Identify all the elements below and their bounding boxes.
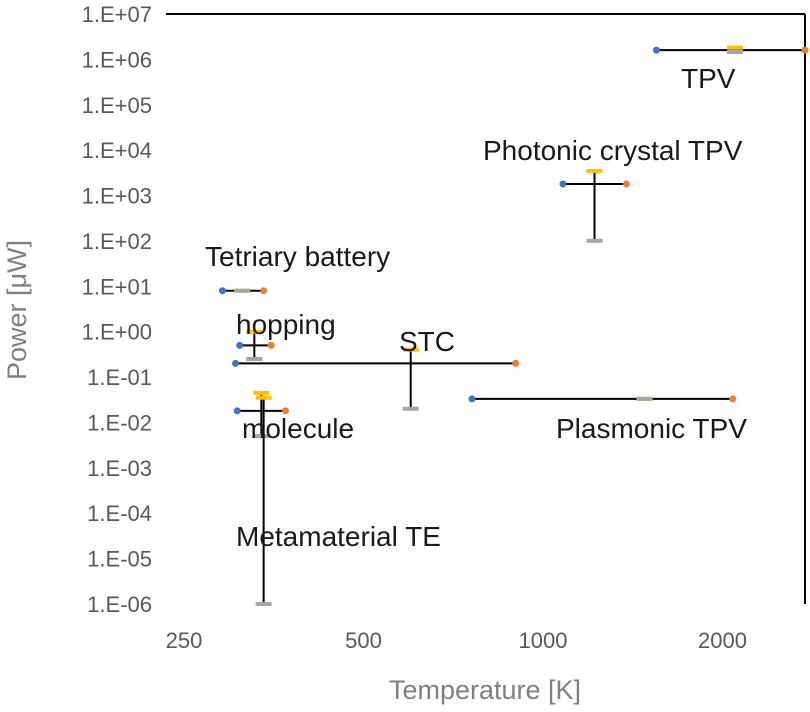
high-temperature-point — [260, 287, 268, 295]
x-tick-label: 500 — [345, 628, 382, 653]
low-temperature-point — [233, 407, 241, 415]
label-hopping: hopping — [236, 309, 336, 340]
label-tpv: TPV — [681, 63, 736, 94]
x-axis-tick-labels: 250 500 1000 2000 — [166, 628, 747, 653]
low-temperature-point — [653, 46, 661, 54]
y-tick-label: 1.E+04 — [82, 138, 152, 163]
x-tick-label: 2000 — [698, 628, 747, 653]
label-plasmonic-tpv: Plasmonic TPV — [556, 413, 747, 444]
series-photonic-crystal-tpv — [559, 168, 630, 243]
series-hopping — [236, 329, 275, 362]
technology-labels: TPV Photonic crystal TPV Tetriary battery h… — [205, 63, 747, 552]
high-temperature-point — [512, 359, 520, 367]
y-tick-label: 1.E-03 — [87, 456, 152, 481]
y-axis-title: Power [μW] — [2, 240, 32, 380]
series-metamaterial-te — [255, 395, 272, 606]
label-molecule: molecule — [242, 413, 354, 444]
y-tick-label: 1.E+02 — [82, 229, 152, 254]
y-tick-label: 1.E+07 — [82, 2, 152, 27]
high-temperature-point — [267, 341, 275, 349]
high-temperature-point — [622, 180, 630, 188]
plot-frame — [166, 13, 806, 604]
y-tick-label: 1.E+00 — [82, 320, 152, 345]
low-temperature-point — [559, 180, 567, 188]
high-temperature-point — [729, 395, 737, 403]
y-tick-label: 1.E+03 — [82, 184, 152, 209]
low-temperature-point — [236, 341, 244, 349]
x-axis-title: Temperature [K] — [389, 675, 581, 705]
y-axis-tick-labels: 1.E+07 1.E+06 1.E+05 1.E+04 1.E+03 1.E+02 1.E+… — [82, 2, 152, 617]
y-tick-label: 1.E-05 — [87, 547, 152, 572]
high-temperature-point — [801, 46, 809, 54]
low-temperature-point — [468, 395, 476, 403]
label-metamaterial-te: Metamaterial TE — [236, 521, 441, 552]
label-tetriary-battery: Tetriary battery — [205, 241, 390, 272]
y-tick-label: 1.E-02 — [87, 410, 152, 435]
high-temperature-point — [282, 407, 290, 415]
y-tick-label: 1.E-04 — [87, 501, 152, 526]
data-marks — [218, 45, 809, 606]
series-stc — [231, 347, 520, 411]
y-tick-label: 1.E+05 — [82, 93, 152, 118]
low-temperature-point — [231, 359, 239, 367]
x-tick-label: 250 — [166, 628, 203, 653]
y-tick-label: 1.E-01 — [87, 365, 152, 390]
x-tick-label: 1000 — [519, 628, 568, 653]
series-tpv — [653, 45, 809, 55]
series-plasmonic-tpv — [468, 395, 737, 403]
y-tick-label: 1.E-06 — [87, 592, 152, 617]
y-tick-label: 1.E+01 — [82, 274, 152, 299]
label-photonic-crystal-tpv: Photonic crystal TPV — [483, 135, 743, 166]
low-temperature-point — [218, 287, 226, 295]
series-molecule — [233, 390, 290, 439]
series-tetriary-battery — [218, 287, 268, 295]
y-tick-label: 1.E+06 — [82, 47, 152, 72]
label-stc: STC — [399, 326, 455, 357]
